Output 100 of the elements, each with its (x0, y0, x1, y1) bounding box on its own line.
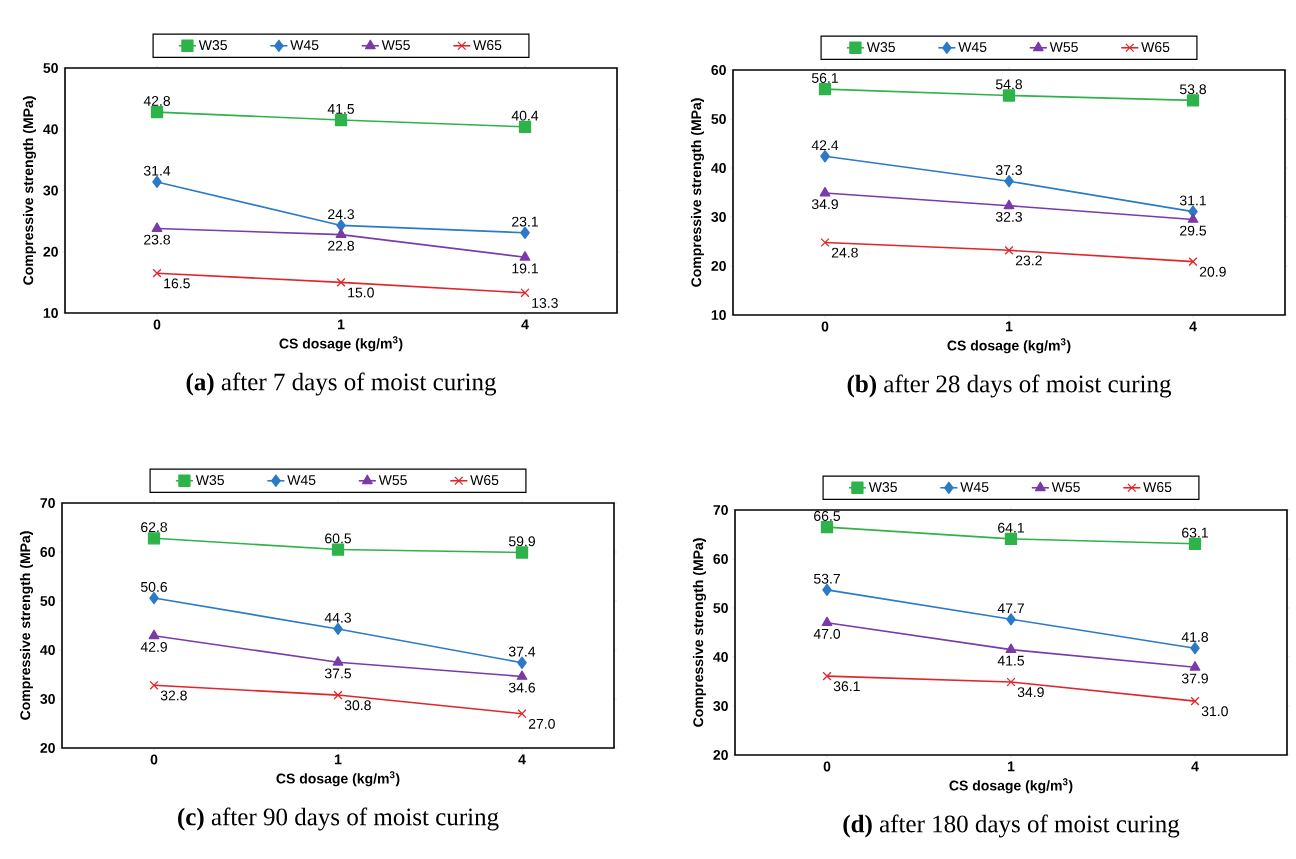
point (147, 532, 161, 545)
data-label: 37.4 (508, 646, 536, 657)
data-label: 66.5 (814, 511, 841, 521)
x-axis-title: CS dosage (kg/m$^{3}$) (947, 338, 1071, 354)
legend-label: W45 (958, 42, 987, 52)
text: (a) after 7 days of moist curing (186, 372, 497, 396)
data-label: 53.7 (813, 573, 840, 584)
x-tick-label: 1 (334, 754, 342, 765)
x-tick-label: 0 (150, 754, 158, 765)
y-axis-title: Compressive strength (MPa) (19, 531, 34, 720)
point (1004, 245, 1014, 255)
data-label: 27.0 (528, 718, 555, 729)
point (335, 228, 347, 238)
y-tick-label: 70 (40, 498, 55, 508)
y-axis-title: Compressive strength (MPa) (692, 538, 707, 727)
y-tick-label: 20 (713, 750, 728, 760)
legend-label: W55 (378, 475, 407, 485)
point (1002, 89, 1016, 102)
data-label: 29.5 (1180, 225, 1207, 236)
data-label: 23.2 (1015, 255, 1042, 266)
text: (b) after 28 days of moist curing (847, 374, 1172, 398)
data-label: 37.9 (1181, 673, 1208, 684)
data-label: 23.8 (144, 234, 171, 245)
legend-label: W45 (290, 40, 319, 50)
y-axis-title: Compressive strength (MPa) (22, 96, 37, 285)
legend-label: W65 (473, 40, 502, 51)
data-label: 41.5 (997, 655, 1025, 666)
y-tick-label: 30 (713, 701, 728, 711)
point (1006, 677, 1016, 687)
y-tick-label: 60 (40, 547, 55, 557)
data-label: 31.0 (1201, 706, 1228, 717)
x-axis-title: CS dosage (kg/m$^{3}$) (276, 771, 400, 787)
legend-label: W65 (1143, 482, 1172, 493)
legend-label: W35 (868, 482, 897, 493)
point (149, 680, 159, 690)
point (1004, 532, 1018, 546)
y-tick-label: 30 (711, 212, 726, 222)
point (149, 591, 159, 605)
data-label: 30.8 (344, 700, 371, 711)
data-label: 42.4 (811, 140, 839, 151)
point (519, 251, 531, 261)
point (1187, 213, 1199, 223)
legend-label: W35 (198, 40, 227, 51)
point (822, 583, 832, 597)
data-label: 63.1 (1182, 527, 1208, 538)
legend-label: W65 (470, 475, 499, 486)
y-tick-label: 20 (40, 743, 55, 753)
data-label: 16.5 (164, 278, 190, 289)
data-label: 20.9 (1199, 266, 1226, 277)
data-label: 44.3 (324, 612, 352, 623)
y-tick-label: 40 (713, 652, 728, 662)
legend-label: W45 (960, 482, 989, 492)
data-label: 41.5 (327, 104, 355, 114)
data-label: 50.6 (140, 581, 168, 592)
data-label: 34.9 (811, 199, 838, 210)
data-label: 60.5 (325, 533, 352, 544)
data-label: 32.8 (160, 690, 187, 701)
point (820, 237, 830, 248)
y-tick-label: 10 (43, 308, 58, 318)
point (520, 288, 530, 298)
data-label: 54.8 (995, 79, 1023, 90)
x-tick-label: 1 (1007, 761, 1015, 772)
point (1003, 199, 1015, 210)
point (1189, 661, 1201, 671)
data-label: 37.3 (995, 165, 1023, 176)
legend-label: W55 (381, 40, 410, 50)
point (152, 268, 162, 278)
data-label: 13.3 (532, 297, 558, 308)
y-tick-label: 40 (40, 645, 55, 655)
point (818, 82, 832, 96)
y-tick-label: 30 (43, 185, 58, 196)
x-tick-label: 0 (821, 321, 829, 332)
point (819, 186, 831, 197)
data-label: 47.0 (813, 628, 841, 639)
data-label: 36.1 (833, 681, 860, 692)
x-tick-label: 0 (153, 319, 161, 330)
point (152, 175, 162, 189)
y-axis-title: Compressive strength (MPa) (690, 98, 705, 287)
y-tick-label: 70 (713, 505, 728, 515)
point (516, 670, 528, 680)
data-label: 40.4 (511, 110, 539, 121)
y-tick-label: 50 (711, 114, 726, 124)
y-tick-label: 50 (713, 603, 728, 613)
data-label: 15.0 (348, 287, 374, 298)
x-tick-label: 0 (823, 761, 831, 772)
data-label: 62.8 (141, 522, 168, 533)
point (1188, 537, 1202, 550)
data-label: 42.9 (140, 641, 167, 652)
x-axis-title: CS dosage (kg/m$^{3}$) (949, 778, 1073, 794)
point (1005, 643, 1017, 654)
data-label: 34.9 (1017, 687, 1044, 698)
point (148, 629, 160, 640)
point (821, 616, 833, 627)
data-label: 47.7 (997, 603, 1024, 614)
y-tick-label: 40 (711, 163, 726, 173)
y-tick-label: 20 (43, 246, 58, 257)
data-label: 22.8 (328, 240, 355, 251)
legend-label: W55 (1051, 482, 1080, 492)
data-label: 32.3 (995, 211, 1023, 222)
point (332, 656, 344, 666)
